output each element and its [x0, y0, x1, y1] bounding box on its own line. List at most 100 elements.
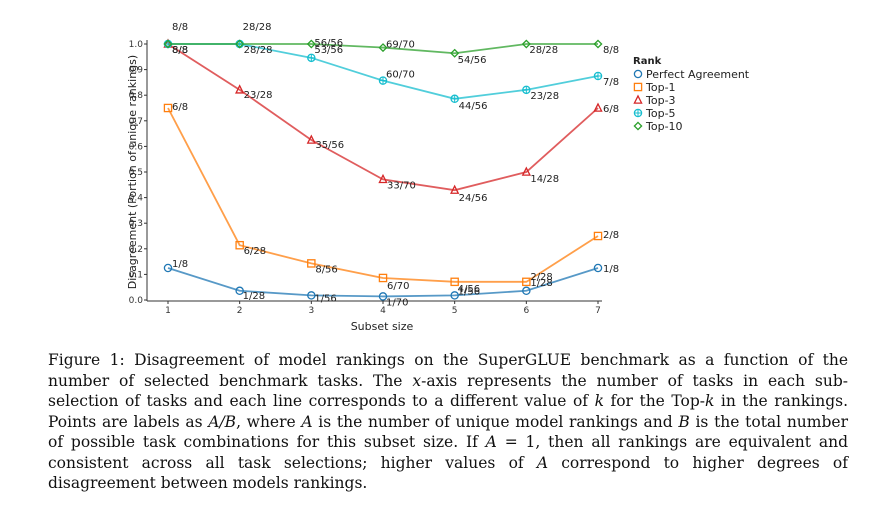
data-point-marker: [593, 102, 603, 112]
data-point-label: 14/28: [530, 174, 559, 185]
data-point-label: 1/8: [172, 259, 188, 270]
x-tick-label: 3: [308, 306, 314, 316]
y-tick-label: 0.8: [129, 91, 144, 101]
x-tick-label: 2: [237, 306, 243, 316]
data-point-label: 44/56: [459, 101, 488, 112]
caption-var: B: [678, 412, 690, 431]
data-point-label: 1/8: [603, 264, 619, 275]
data-point-label: 53/56: [314, 45, 343, 56]
data-point-marker: [307, 259, 316, 268]
y-tick-label: 1.0: [129, 40, 144, 50]
x-tick-label: 6: [523, 306, 529, 316]
data-point-label: 1/56: [458, 286, 480, 297]
data-point-label: 8/8: [172, 22, 188, 33]
data-point-label: 1/70: [386, 297, 408, 308]
caption-text: correspond to higher degrees of disagree…: [48, 453, 848, 493]
data-point-marker: [306, 134, 316, 144]
legend-entry: Top-10: [645, 120, 683, 133]
y-tick-label: 0.3: [129, 219, 143, 229]
data-point-label: 69/70: [386, 40, 415, 51]
legend-marker: [633, 121, 643, 131]
data-point-marker: [450, 277, 459, 287]
data-point-marker: [522, 286, 531, 296]
caption-var: x: [412, 371, 422, 390]
data-point-marker: [521, 39, 531, 49]
legend-entry: Top-1: [645, 81, 676, 94]
caption-var: A: [536, 453, 549, 472]
y-tick-label: 0.1: [129, 270, 143, 280]
data-point-marker: [235, 286, 244, 296]
series-line: [167, 267, 599, 298]
data-point-label: 6/8: [603, 104, 619, 115]
y-tick-label: 0.0: [129, 296, 144, 306]
data-point-label: 6/70: [387, 281, 409, 292]
x-tick-label: 5: [452, 306, 458, 316]
caption-var: A: [301, 412, 313, 431]
caption-text: Figure 1: Disagreement of model rankings…: [48, 351, 848, 390]
x-tick-label: 4: [380, 306, 386, 316]
data-point-marker: [450, 48, 460, 58]
chart: 0.0 0.1 0.2 0.3 0.4 0.5 0.6 0.7 0.8 0.9 1.0 1 2 3 4 5 6 7…: [126, 22, 750, 333]
data-point-marker: [306, 39, 316, 49]
data-point-marker: [450, 291, 459, 300]
data-point-label: 28/28: [244, 45, 273, 56]
data-point-label: 6/8: [172, 102, 188, 113]
data-point-label: 7/8: [603, 77, 619, 88]
x-tick-label: 7: [595, 306, 601, 316]
y-tick-label: 0.6: [129, 142, 144, 152]
data-point-label: 60/70: [386, 70, 415, 81]
data-point-label: 28/28: [243, 22, 272, 33]
y-tick-label: 0.9: [129, 66, 144, 76]
caption-text: -axis represents the number of tasks in …: [48, 371, 848, 411]
x-axis-title: Subset size: [351, 320, 414, 333]
caption-var: k: [704, 392, 715, 410]
data-point-label: 23/28: [530, 91, 559, 102]
caption-var: A: [485, 433, 497, 451]
data-point-label: 56/56: [314, 38, 343, 49]
data-point-label: 23/28: [244, 90, 273, 101]
caption-var: A/B: [208, 412, 237, 431]
y-tick-label: 0.5: [129, 168, 143, 178]
figure-caption: Figure 1: Disagreement of model rankings…: [48, 350, 848, 494]
data-point-marker: [593, 231, 603, 241]
legend-entry: Perfect Agreement: [646, 68, 750, 81]
data-point-label: 1/28: [243, 291, 265, 302]
caption-text: for the Top-: [603, 392, 705, 410]
data-point-marker: [378, 292, 388, 301]
data-point-marker: [522, 277, 531, 287]
data-point-marker: [235, 39, 245, 49]
series-line: [167, 107, 599, 283]
legend-entry: Top-5: [645, 107, 676, 120]
data-point-marker: [521, 166, 531, 176]
caption-text: in the rankings. Points are labels as: [48, 392, 849, 431]
data-point-label: 1/56: [314, 293, 336, 304]
data-point-marker: [378, 43, 388, 53]
legend-title: Rank: [633, 56, 662, 67]
data-point-label: 8/8: [603, 45, 619, 56]
y-tick-label: 0.2: [129, 245, 143, 255]
legend-marker: [633, 82, 643, 92]
data-point-marker: [163, 263, 173, 273]
data-point-label: 28/28: [529, 45, 558, 56]
data-point-marker: [593, 39, 603, 49]
series-line: [167, 43, 599, 192]
data-point-marker: [235, 84, 245, 94]
caption-text: , where: [236, 412, 302, 431]
caption-text: = 1, then all rankings are equivalent an…: [48, 433, 848, 472]
data-point-label: 2/28: [530, 272, 552, 283]
y-axis-title: Disagreement (Portion of unique rankings…: [126, 55, 139, 289]
legend-marker: [633, 94, 643, 104]
data-point-marker: [378, 173, 388, 184]
data-point-marker: [163, 39, 173, 49]
data-point-label: 33/70: [387, 180, 416, 191]
data-point-marker: [450, 184, 460, 194]
data-point-label: 6/28: [244, 246, 266, 257]
caption-var: k: [594, 392, 604, 410]
y-tick-label: 0.7: [129, 117, 143, 127]
caption-text: is the number of unique model rankings a…: [312, 412, 679, 431]
data-point-label: 24/56: [459, 193, 488, 204]
y-tick-label: 0.4: [129, 194, 144, 204]
data-point-label: 4/56: [458, 284, 480, 295]
data-point-marker: [307, 291, 316, 300]
data-point-label: 1/28: [530, 278, 552, 289]
